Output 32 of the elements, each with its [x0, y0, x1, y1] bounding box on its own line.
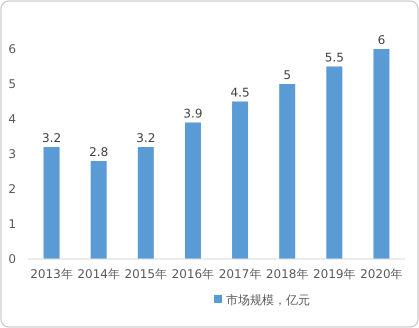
- data-label: 4.5: [230, 86, 250, 100]
- y-tick-label: 5: [8, 77, 16, 91]
- bar: [90, 161, 107, 259]
- data-label: 3.9: [183, 106, 202, 120]
- bar: [279, 84, 296, 259]
- y-tick-label: 1: [8, 217, 16, 231]
- y-tick-label: 4: [8, 112, 16, 126]
- x-tick-label: 2014年: [77, 267, 120, 281]
- bar: [326, 66, 342, 259]
- data-label: 2.8: [89, 145, 108, 159]
- y-tick-label: 3: [8, 147, 16, 161]
- x-tick-label: 2019年: [313, 267, 356, 281]
- data-label: 5: [283, 68, 292, 82]
- y-tick-label: 2: [8, 182, 16, 196]
- x-tick-label: 2016年: [172, 267, 214, 281]
- data-label: 3.2: [42, 131, 62, 145]
- bar: [138, 147, 154, 259]
- y-tick-label: 6: [8, 42, 16, 56]
- data-label: 5.5: [324, 50, 344, 64]
- legend-label: 市场规模，亿元: [226, 293, 310, 307]
- bar: [184, 122, 201, 259]
- bar: [44, 147, 60, 259]
- y-tick-label: 0: [8, 252, 16, 266]
- x-tick-label: 2018年: [266, 267, 308, 281]
- data-label: 3.2: [136, 131, 156, 145]
- x-tick-label: 2017年: [218, 267, 262, 281]
- bar: [232, 102, 248, 259]
- x-tick-label: 2013年: [30, 267, 73, 281]
- x-tick-label: 2015年: [124, 267, 168, 281]
- data-label: 6: [378, 33, 386, 47]
- x-tick-label: 2020年: [360, 267, 403, 281]
- bar: [373, 49, 390, 259]
